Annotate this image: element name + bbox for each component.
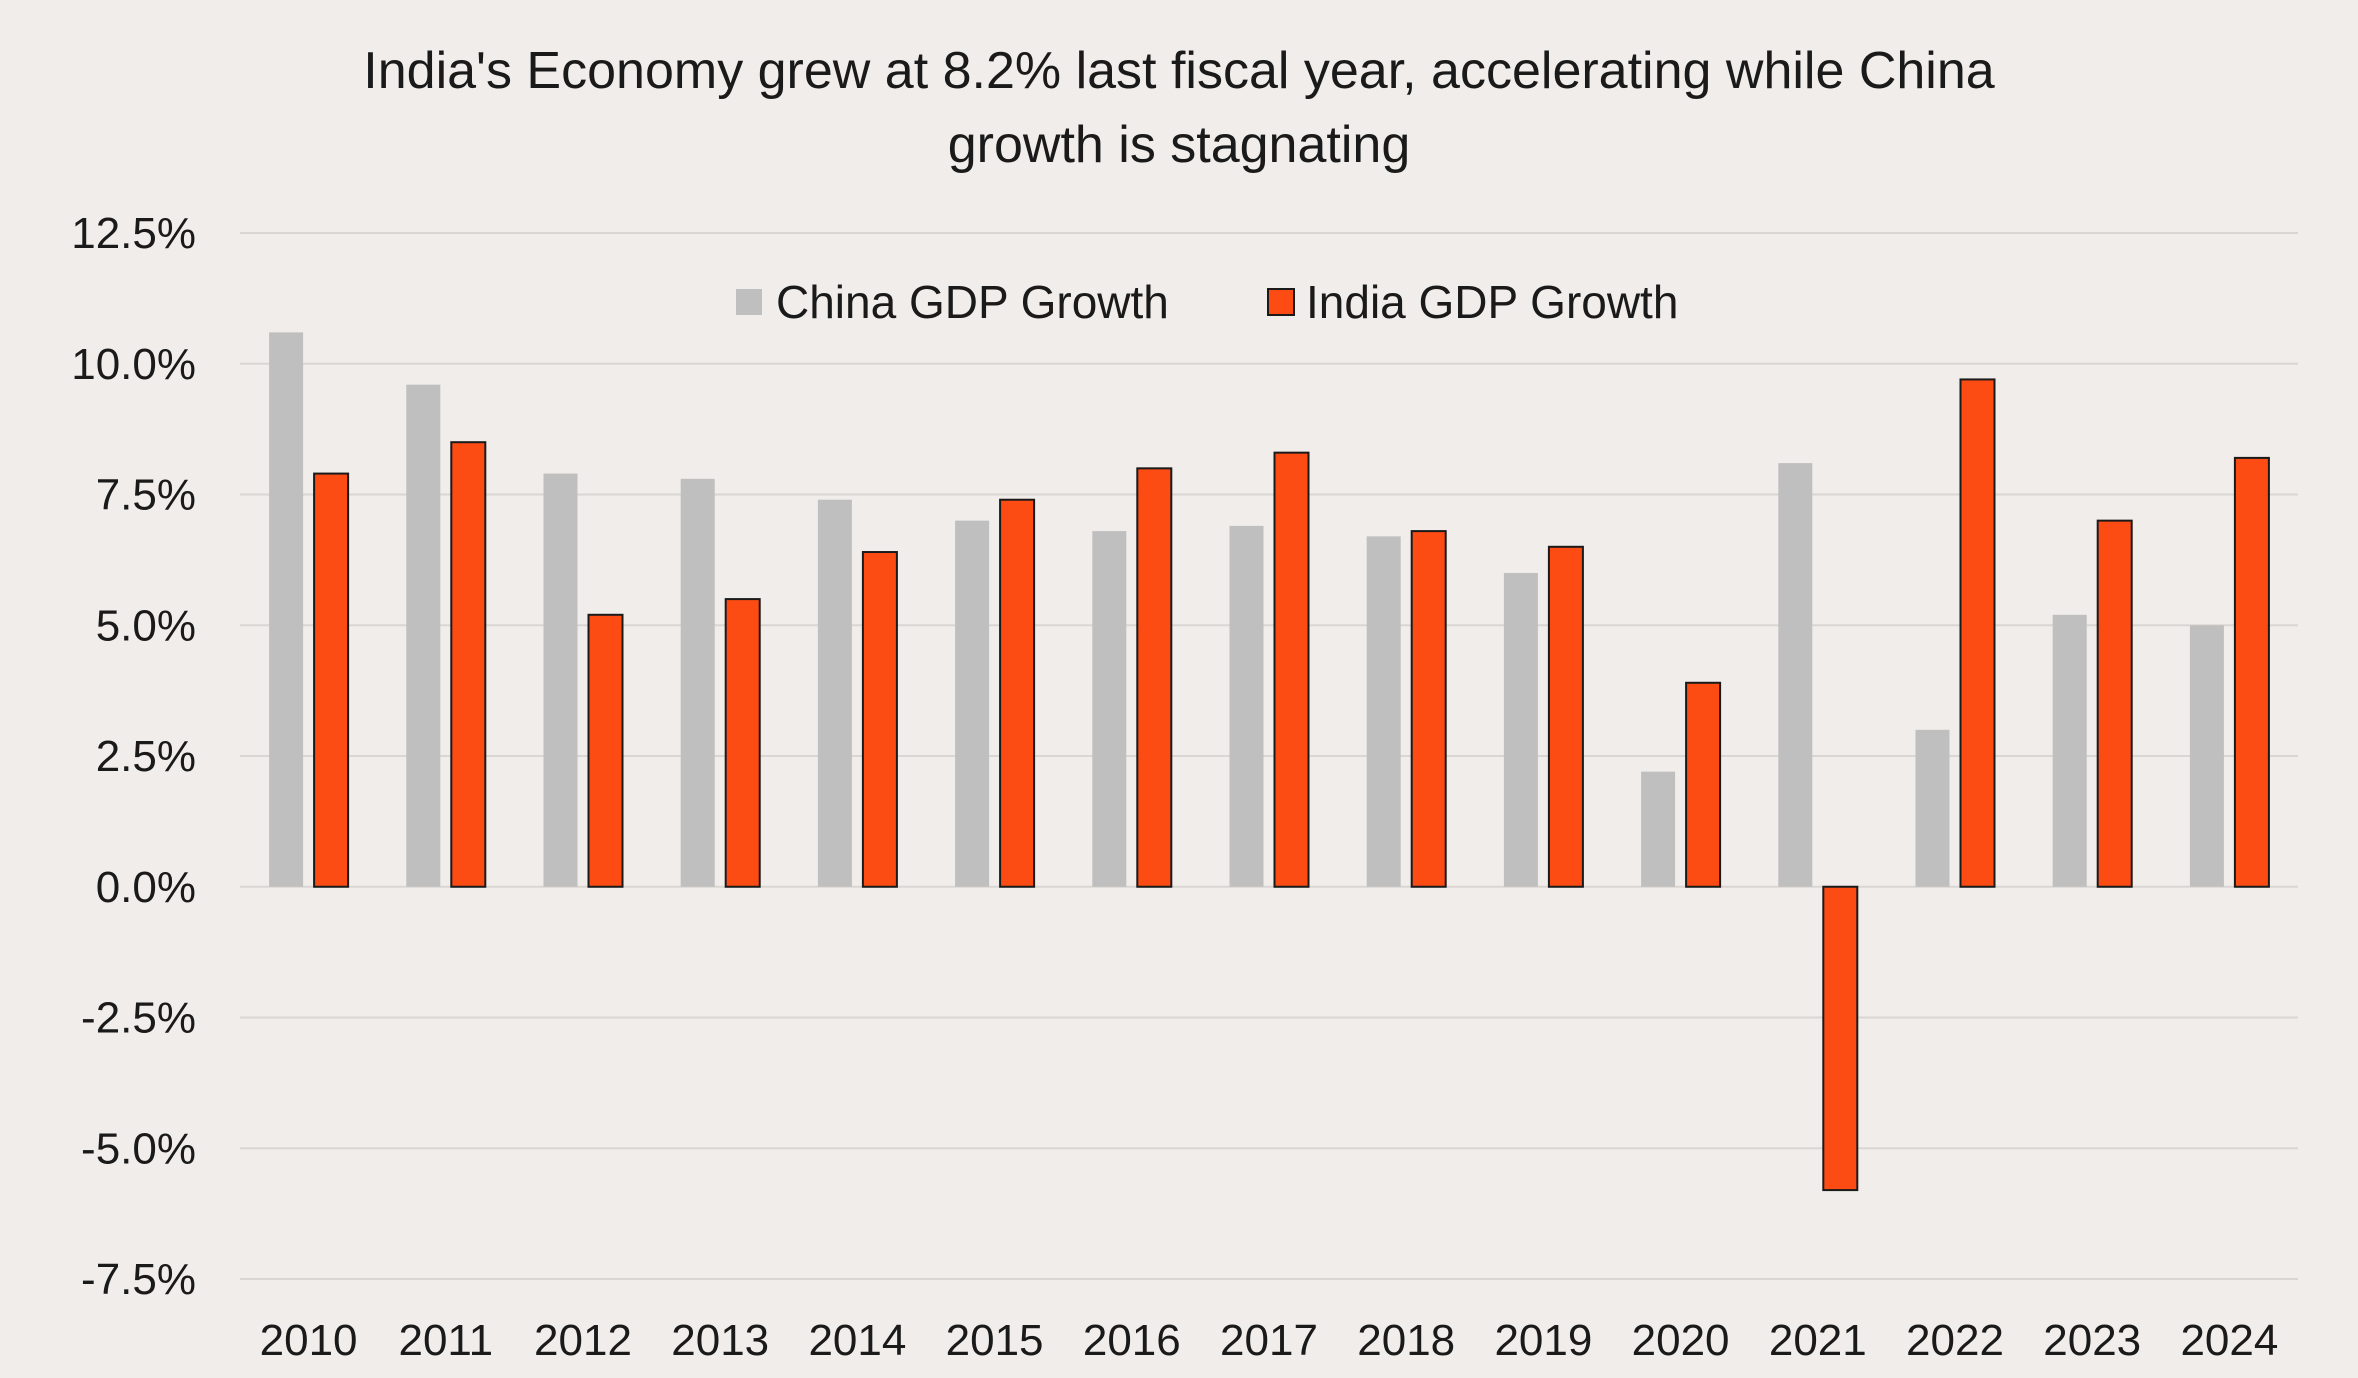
y-tick-label: 12.5%	[71, 209, 196, 258]
china-bar-2017	[1229, 525, 1264, 887]
x-tick-label: 2013	[671, 1316, 769, 1365]
x-tick-label: 2023	[2043, 1316, 2141, 1365]
x-tick-label: 2012	[534, 1316, 632, 1365]
china-bar-2021	[1778, 463, 1813, 887]
china-bar-2023	[2052, 614, 2087, 887]
x-axis-tick-labels: 2010 2011 2012 2013 2014 2015 2016 2017 2018 2019…	[260, 1316, 2279, 1365]
y-tick-label: 10.0%	[71, 340, 196, 389]
india-bar-2014	[861, 551, 898, 888]
india-bar-2024	[2233, 456, 2270, 888]
y-tick-label: -5.0%	[81, 1124, 196, 1173]
china-bar-2016	[1092, 531, 1127, 887]
india-bar-2021	[1822, 885, 1859, 1192]
y-tick-label: 7.5%	[96, 471, 196, 520]
x-tick-label: 2014	[808, 1316, 906, 1365]
x-tick-label: 2018	[1357, 1316, 1455, 1365]
india-bar-2015	[999, 498, 1036, 888]
gridlines	[240, 232, 2298, 1280]
x-tick-label: 2017	[1220, 1316, 1318, 1365]
y-tick-label: 2.5%	[96, 732, 196, 781]
india-bar-2016	[1136, 467, 1173, 888]
chart-title: India's Economy grew at 8.2% last fiscal…	[363, 42, 1994, 174]
x-tick-label: 2010	[260, 1316, 358, 1365]
x-tick-label: 2024	[2180, 1316, 2278, 1365]
y-axis-tick-labels: 12.5% 10.0% 7.5% 5.0% 2.5% 0.0% -2.5% -5.0% -7.5…	[71, 209, 196, 1304]
x-tick-label: 2011	[398, 1316, 493, 1365]
chart-title-line-1: India's Economy grew at 8.2% last fiscal…	[363, 42, 1994, 100]
y-tick-label: 0.0%	[96, 863, 196, 912]
india-bar-2017	[1273, 451, 1310, 888]
x-tick-label: 2022	[1906, 1316, 2004, 1365]
india-legend-label: India GDP Growth	[1306, 276, 1678, 328]
china-bar-2011	[406, 384, 441, 887]
china-bar-2010	[269, 332, 304, 887]
india-bar-2022	[1959, 378, 1996, 888]
china-bar-2019	[1503, 572, 1538, 887]
china-bar-2018	[1366, 536, 1401, 887]
china-bar-2020	[1641, 771, 1676, 887]
india-bar-2011	[450, 441, 487, 888]
china-legend-label: China GDP Growth	[776, 276, 1169, 328]
bars	[269, 332, 2270, 1192]
china-legend-swatch	[736, 289, 762, 315]
india-bar-2010	[313, 472, 350, 888]
china-bar-2014	[817, 499, 852, 887]
y-tick-label: -2.5%	[81, 994, 196, 1043]
y-tick-label: 5.0%	[96, 601, 196, 650]
china-bar-2015	[955, 520, 990, 887]
china-bar-2013	[680, 478, 715, 887]
china-bar-2022	[1915, 729, 1950, 887]
x-tick-label: 2020	[1632, 1316, 1730, 1365]
legend: China GDP Growth India GDP Growth	[736, 276, 1678, 328]
india-bar-2013	[724, 598, 761, 888]
china-bar-2024	[2189, 625, 2224, 887]
x-tick-label: 2015	[946, 1316, 1044, 1365]
x-tick-label: 2016	[1083, 1316, 1181, 1365]
india-bar-2020	[1685, 681, 1722, 888]
x-tick-label: 2019	[1494, 1316, 1592, 1365]
china-bar-2012	[543, 473, 578, 887]
india-legend-swatch	[1267, 288, 1295, 316]
india-bar-2012	[587, 613, 624, 888]
india-bar-2018	[1410, 530, 1447, 888]
india-bar-2019	[1547, 545, 1584, 888]
y-tick-label: -7.5%	[81, 1255, 196, 1304]
x-tick-label: 2021	[1769, 1316, 1867, 1365]
chart-title-line-2: growth is stagnating	[948, 116, 1411, 174]
india-bar-2023	[2096, 519, 2133, 888]
